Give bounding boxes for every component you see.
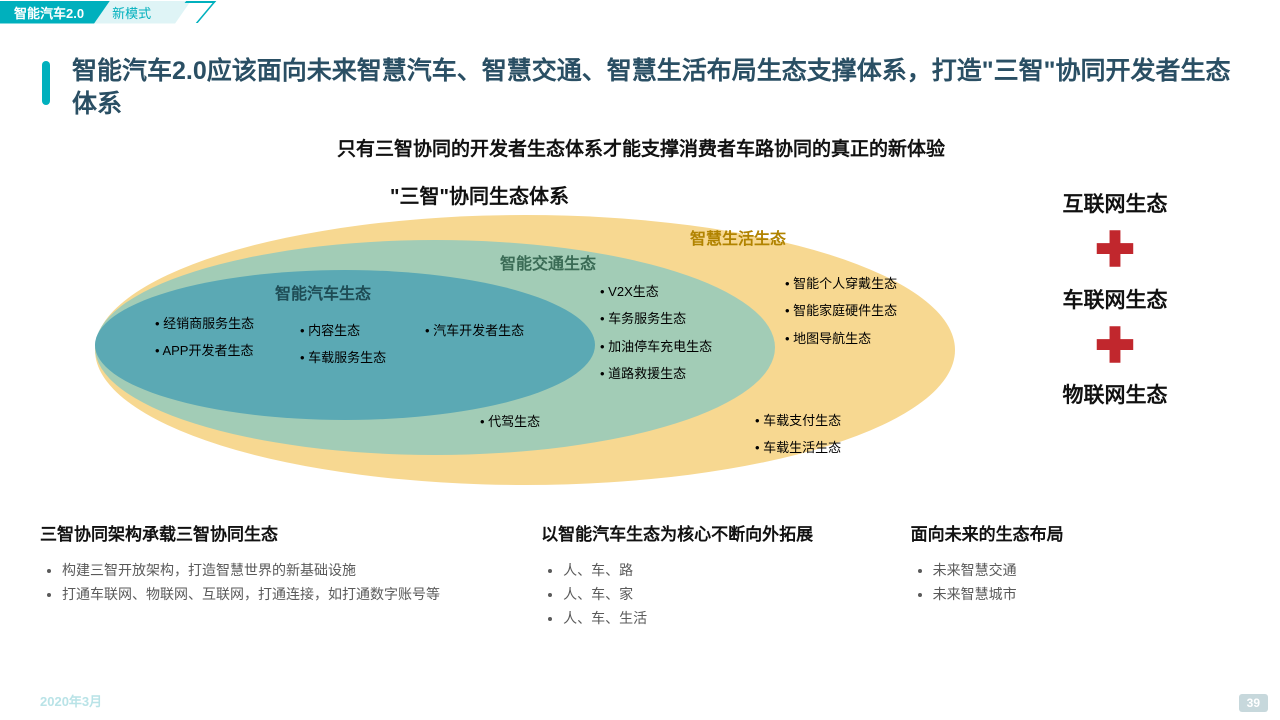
header-tabs: 智能汽车2.0 新模式 <box>0 0 207 24</box>
inner-items-right: 汽车开发者生态 <box>425 317 524 344</box>
bottom-col-1: 三智协同架构承载三智协同生态 构建三智开放架构，打造智慧世界的新基础设施打通车联… <box>40 520 501 630</box>
outer-items-2: 车载支付生态车载生活生态 <box>755 407 841 462</box>
ecosystem-diagram: "三智"协同生态体系 智慧生活生态 智能交通生态 智能汽车生态 智能个人穿戴生态… <box>40 170 960 500</box>
col1-title: 三智协同架构承载三智协同生态 <box>40 520 501 545</box>
label-outer: 智慧生活生态 <box>690 225 786 249</box>
mid-items: V2X生态车务服务生态加油停车充电生态道路救援生态 <box>600 278 712 387</box>
plus-icon: ✚ <box>990 330 1240 364</box>
eco-internet: 互联网生态 <box>990 188 1240 218</box>
page-subtitle: 只有三智协同的开发者生态体系才能支撑消费者车路协同的真正的新体验 <box>42 134 1240 161</box>
diagram-title: "三智"协同生态体系 <box>390 180 569 209</box>
col1-items: 构建三智开放架构，打造智慧世界的新基础设施打通车联网、物联网、互联网，打通连接，… <box>40 559 501 607</box>
col2-items: 人、车、路人、车、家人、车、生活 <box>541 559 870 630</box>
label-mid: 智能交通生态 <box>500 250 596 274</box>
eco-iot: 物联网生态 <box>990 379 1240 409</box>
label-inner: 智能汽车生态 <box>275 280 371 304</box>
title-block: 智能汽车2.0应该面向未来智慧汽车、智慧交通、智慧生活布局生态支撑体系，打造"三… <box>42 55 1240 161</box>
inner-items-mid: 内容生态车载服务生态 <box>300 317 386 372</box>
tab-main: 智能汽车2.0 <box>0 1 112 24</box>
col3-items: 未来智慧交通未来智慧城市 <box>911 559 1240 607</box>
bottom-col-2: 以智能汽车生态为核心不断向外拓展 人、车、路人、车、家人、车、生活 <box>541 520 870 630</box>
col2-title: 以智能汽车生态为核心不断向外拓展 <box>541 520 870 545</box>
inner-items-left: 经销商服务生态APP开发者生态 <box>155 310 254 365</box>
page-title: 智能汽车2.0应该面向未来智慧汽车、智慧交通、智慧生活布局生态支撑体系，打造"三… <box>72 55 1240 120</box>
bottom-col-3: 面向未来的生态布局 未来智慧交通未来智慧城市 <box>911 520 1240 630</box>
mid-items-2: 代驾生态 <box>480 408 540 435</box>
plus-icon: ✚ <box>990 234 1240 268</box>
eco-vehicle-net: 车联网生态 <box>990 284 1240 314</box>
bottom-columns: 三智协同架构承载三智协同生态 构建三智开放架构，打造智慧世界的新基础设施打通车联… <box>40 520 1240 630</box>
right-ecosystem-stack: 互联网生态 ✚ 车联网生态 ✚ 物联网生态 <box>990 180 1240 417</box>
col3-title: 面向未来的生态布局 <box>911 520 1240 545</box>
footer-date: 2020年3月 <box>40 691 102 710</box>
title-accent-bar <box>42 61 50 105</box>
outer-items: 智能个人穿戴生态智能家庭硬件生态地图导航生态 <box>785 270 897 352</box>
page-number: 39 <box>1239 694 1268 712</box>
